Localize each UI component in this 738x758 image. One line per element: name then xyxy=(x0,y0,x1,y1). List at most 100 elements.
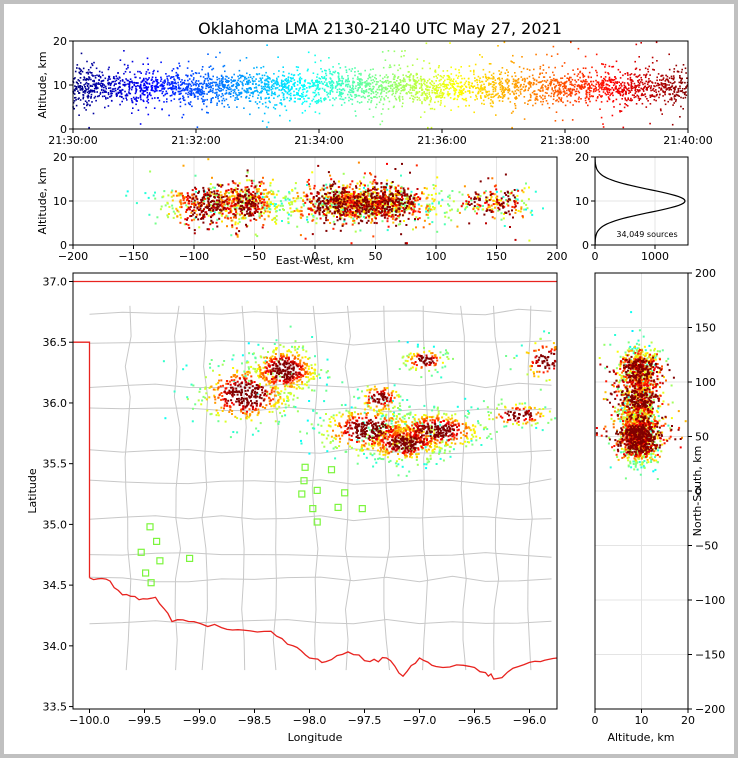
time-height-point xyxy=(365,82,367,85)
time-height-point xyxy=(259,77,261,80)
time-height-point xyxy=(542,90,544,92)
time-height-point xyxy=(304,109,306,112)
time-height-point xyxy=(667,80,670,82)
time-height-point xyxy=(552,71,554,74)
east-west-point xyxy=(433,208,436,211)
time-height-point xyxy=(621,98,623,100)
time-height-point xyxy=(413,86,416,88)
east-west-point xyxy=(426,205,429,208)
time-height-point xyxy=(95,87,97,89)
time-height-point xyxy=(212,81,214,84)
time-height-point xyxy=(200,82,203,85)
time-height-point xyxy=(261,120,264,122)
time-height-point xyxy=(301,94,304,96)
time-height-point xyxy=(329,93,331,95)
east-west-point xyxy=(195,190,197,193)
time-height-point xyxy=(191,90,193,92)
time-height-point xyxy=(105,87,107,90)
time-height-point xyxy=(534,97,537,99)
time-height-point xyxy=(387,50,390,52)
time-height-point xyxy=(641,81,644,84)
time-height-point xyxy=(184,79,186,82)
time-height-point xyxy=(494,79,497,81)
time-height-point xyxy=(271,87,274,90)
time-height-point xyxy=(600,87,603,89)
time-height-point xyxy=(145,106,147,109)
time-height-point xyxy=(355,115,357,117)
time-height-point xyxy=(480,96,482,98)
time-height-point xyxy=(95,67,98,70)
time-height-point xyxy=(574,90,577,93)
time-height-point xyxy=(128,91,130,93)
time-height-point xyxy=(199,92,201,94)
time-height-point xyxy=(492,72,495,75)
time-height-point xyxy=(635,67,638,70)
time-height-point xyxy=(88,100,90,102)
time-height-point xyxy=(169,77,172,80)
time-height-point xyxy=(461,85,464,88)
time-height-point xyxy=(547,84,549,87)
time-height-point xyxy=(183,81,185,84)
east-west-point xyxy=(427,211,430,214)
time-height-point xyxy=(552,90,555,92)
time-height-point xyxy=(88,92,90,95)
time-height-point xyxy=(539,95,541,97)
time-height-point xyxy=(246,82,248,84)
east-west-point xyxy=(194,209,197,212)
east-west-point xyxy=(441,198,444,201)
time-height-point xyxy=(395,83,398,85)
time-height-point xyxy=(289,77,292,79)
time-height-point xyxy=(483,87,485,89)
time-height-point xyxy=(120,93,123,95)
time-height-point xyxy=(292,74,295,77)
time-height-point xyxy=(368,82,370,84)
time-height-point xyxy=(456,98,459,101)
time-height-point xyxy=(364,69,366,72)
time-height-point xyxy=(577,98,580,100)
east-west-point xyxy=(353,219,356,222)
time-height-point xyxy=(636,94,638,97)
time-height-point xyxy=(169,83,172,85)
time-height-point xyxy=(367,91,370,94)
time-height-point xyxy=(673,102,675,104)
time-height-point xyxy=(633,86,635,89)
time-height-point xyxy=(225,92,228,95)
time-height-point xyxy=(468,77,470,80)
time-height-point xyxy=(208,66,211,68)
time-height-point xyxy=(576,88,578,90)
east-west-point xyxy=(329,206,332,209)
time-height-point xyxy=(393,87,395,89)
time-height-point xyxy=(129,92,132,95)
time-height-point xyxy=(499,73,501,76)
time-height-point xyxy=(246,91,248,94)
time-height-point xyxy=(345,71,348,73)
time-height-point xyxy=(318,77,321,79)
time-height-point xyxy=(653,69,655,71)
time-height-point xyxy=(171,69,173,72)
east-west-point xyxy=(220,213,223,216)
time-height-point xyxy=(265,89,268,92)
east-west-point xyxy=(251,199,254,202)
time-height-point xyxy=(625,92,627,94)
time-height-point xyxy=(570,41,572,44)
time-height-point xyxy=(80,73,82,75)
time-height-point xyxy=(534,102,537,105)
time-height-point xyxy=(316,79,318,82)
east-west-point xyxy=(177,192,180,195)
time-height-point xyxy=(241,81,243,84)
time-height-point xyxy=(331,83,333,86)
time-height-point xyxy=(270,80,273,82)
time-height-point xyxy=(268,88,271,90)
east-west-point xyxy=(373,203,376,206)
time-height-point xyxy=(281,84,283,86)
time-height-point xyxy=(621,81,624,84)
time-height-point xyxy=(354,94,357,96)
time-height-point xyxy=(546,92,548,94)
time-height-point xyxy=(334,85,337,88)
east-west-point xyxy=(213,186,216,189)
time-height-point xyxy=(612,100,615,102)
time-height-point xyxy=(234,97,237,99)
time-height-point xyxy=(87,73,90,75)
time-height-point xyxy=(649,103,652,105)
time-height-point xyxy=(399,92,402,95)
